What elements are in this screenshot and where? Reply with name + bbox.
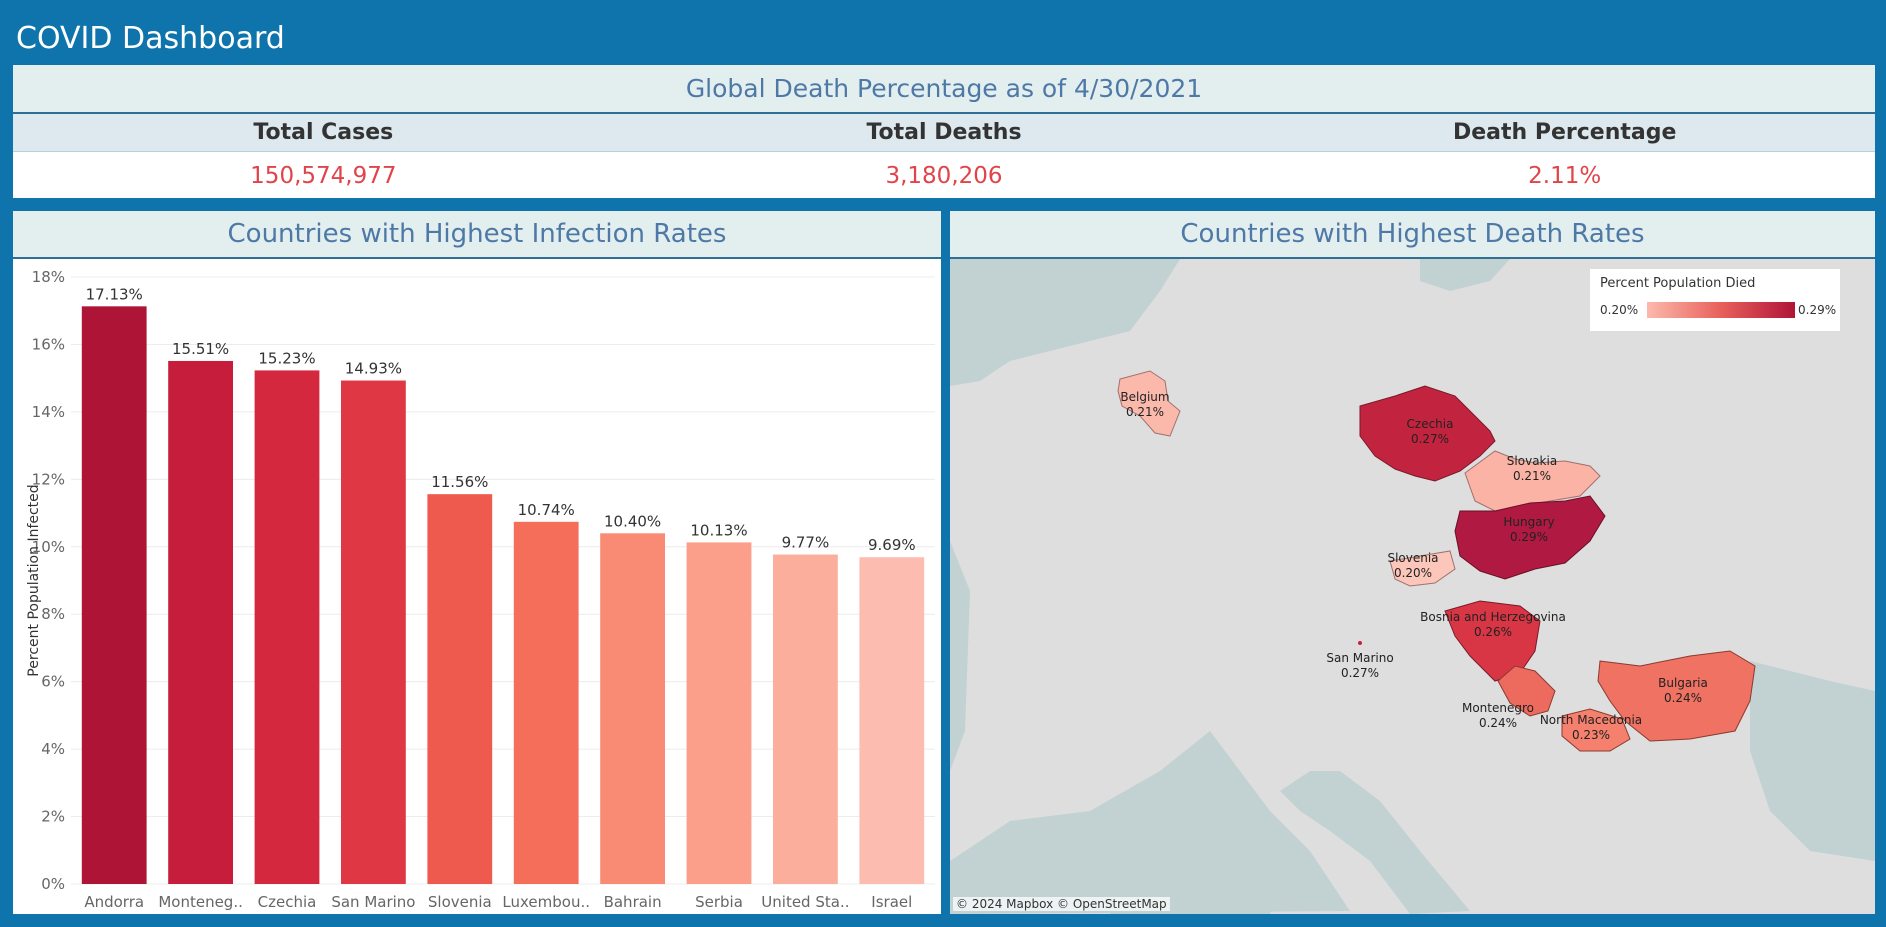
death-percentage-label: Death Percentage [1254, 114, 1876, 152]
y-tick-label: 18% [32, 268, 65, 286]
bar[interactable] [427, 494, 493, 884]
legend-min-label: 0.20% [1600, 303, 1639, 317]
san-marino-label: San Marino [1326, 651, 1393, 665]
y-tick-label: 14% [32, 403, 65, 421]
tyrrhenian-water [1110, 811, 1290, 914]
map-legend: Percent Population Died 0.20% 0.29% [1590, 269, 1840, 331]
bar[interactable] [859, 557, 925, 884]
north-macedonia-region[interactable] [1561, 708, 1631, 752]
bar[interactable] [168, 360, 233, 884]
y-tick-label: 4% [41, 740, 65, 758]
kpi-panel: Global Death Percentage as of 4/30/2021 … [13, 65, 1876, 198]
x-tick-label: Luxembou.. [502, 893, 590, 911]
y-tick-label: 2% [41, 808, 65, 826]
map-attribution[interactable]: © 2024 Mapbox © OpenStreetMap [953, 897, 1170, 911]
bar[interactable] [513, 521, 579, 884]
slovakia-value: 0.21% [1513, 469, 1551, 483]
hungary-value: 0.29% [1510, 530, 1548, 544]
black-sea-water [1750, 661, 1875, 861]
belgium-region[interactable] [1117, 370, 1181, 437]
bar-data-label: 15.23% [258, 349, 315, 367]
bar[interactable] [341, 380, 406, 884]
x-tick-label: United Sta.. [761, 893, 849, 911]
x-tick-label: Czechia [258, 893, 317, 911]
bar-data-label: 15.51% [172, 340, 229, 358]
belgium-label: Belgium [1120, 390, 1169, 404]
north-sea-water [950, 259, 1180, 386]
death-percentage-value[interactable]: 2.11% [1528, 163, 1602, 189]
total-cases-label: Total Cases [13, 114, 634, 152]
y-tick-label: 0% [41, 875, 65, 893]
kpi-values-row: 150,574,977 3,180,206 2.11% [13, 152, 1875, 198]
x-tick-label: Serbia [695, 893, 743, 911]
adriatic-water [1280, 771, 1470, 914]
y-tick-label: 16% [32, 335, 65, 353]
x-tick-label: Monteneg.. [158, 893, 243, 911]
y-tick-label: 10% [32, 538, 65, 556]
bar[interactable] [686, 542, 752, 884]
montenegro-value: 0.24% [1479, 716, 1517, 730]
bosnia-value: 0.26% [1474, 625, 1512, 639]
bar-data-label: 9.77% [782, 534, 830, 552]
montenegro-region[interactable] [1497, 665, 1556, 717]
bar[interactable] [81, 306, 147, 884]
bar-data-label: 10.74% [518, 501, 575, 519]
death-rates-panel: Countries with Highest Death Rates Belgi… [950, 211, 1875, 914]
infection-bar-chart: 0% 2% 4% 6% 8% 10% 12% 14% 16% 18% Percent Populat… [26, 268, 935, 911]
bar[interactable] [600, 533, 665, 884]
bar-data-label: 9.69% [868, 536, 916, 554]
bar-data-label: 10.13% [690, 521, 747, 539]
bar-data-label: 17.13% [86, 285, 143, 303]
total-cases-value[interactable]: 150,574,977 [250, 163, 397, 189]
y-axis-title: Percent Population Infected [26, 484, 42, 676]
czechia-value: 0.27% [1411, 432, 1449, 446]
bar[interactable] [773, 554, 838, 884]
infection-rates-title: Countries with Highest Infection Rates [13, 211, 941, 259]
bar[interactable] [254, 370, 320, 885]
slovakia-label: Slovakia [1507, 454, 1557, 468]
slovenia-region[interactable] [1389, 550, 1456, 587]
belgium-value: 0.21% [1126, 405, 1164, 419]
kpi-labels-row: Total Cases Total Deaths Death Percentag… [13, 114, 1876, 152]
czechia-region[interactable] [1359, 385, 1496, 482]
bosnia-region[interactable] [1444, 600, 1541, 682]
x-tick-label: Slovenia [428, 893, 492, 911]
baltic-water [1420, 259, 1510, 291]
x-tick-label: Andorra [84, 893, 144, 911]
montenegro-label: Montenegro [1462, 701, 1534, 715]
x-tick-label: San Marino [331, 893, 415, 911]
bosnia-label: Bosnia and Herzegovina [1420, 610, 1566, 624]
bar-data-label: 14.93% [345, 360, 402, 378]
bulgaria-value: 0.24% [1664, 691, 1702, 705]
dashboard-title: COVID Dashboard [16, 21, 285, 56]
slovenia-label: Slovenia [1387, 551, 1438, 565]
czechia-label: Czechia [1407, 417, 1454, 431]
bar-data-label: 11.56% [431, 473, 488, 491]
slovenia-value: 0.20% [1394, 566, 1432, 580]
legend-title: Percent Population Died [1600, 276, 1756, 291]
y-tick-label: 12% [32, 470, 65, 488]
x-tick-label: Israel [871, 893, 912, 911]
san-marino-value: 0.27% [1341, 666, 1379, 680]
north-macedonia-value: 0.23% [1572, 728, 1610, 742]
death-rates-title: Countries with Highest Death Rates [950, 211, 1875, 259]
hungary-region[interactable] [1454, 495, 1606, 580]
atlantic-water [950, 541, 970, 771]
kpi-header: Global Death Percentage as of 4/30/2021 [13, 65, 1875, 114]
legend-color-ramp [1647, 302, 1795, 318]
bar-data-label: 10.40% [604, 512, 661, 530]
san-marino-marker[interactable] [1358, 641, 1362, 645]
north-macedonia-label: North Macedonia [1540, 713, 1642, 727]
bulgaria-region[interactable] [1597, 650, 1756, 742]
total-deaths-value[interactable]: 3,180,206 [885, 163, 1003, 189]
hungary-label: Hungary [1503, 515, 1554, 529]
bulgaria-label: Bulgaria [1658, 676, 1708, 690]
y-tick-label: 8% [41, 605, 65, 623]
infection-rates-panel: Countries with Highest Infection Rates 0… [13, 211, 941, 914]
x-tick-label: Bahrain [604, 893, 662, 911]
total-deaths-label: Total Deaths [633, 114, 1255, 152]
legend-max-label: 0.29% [1798, 303, 1837, 317]
y-tick-label: 6% [41, 673, 65, 691]
